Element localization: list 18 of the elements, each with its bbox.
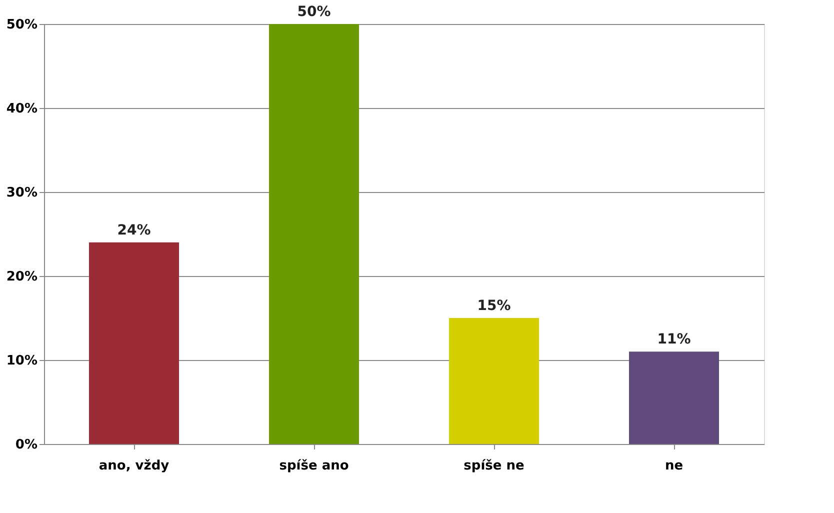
- bar: [449, 318, 539, 444]
- data-label: 24%: [117, 222, 151, 238]
- y-tick-label: 30%: [6, 186, 38, 200]
- data-label: 50%: [297, 4, 331, 20]
- x-tick-label: ne: [664, 458, 684, 474]
- y-tick-label: 50%: [6, 18, 38, 32]
- y-tick-label: 20%: [6, 270, 38, 284]
- bar: [269, 24, 359, 444]
- data-label: 11%: [657, 332, 691, 348]
- y-tick-label: 10%: [6, 354, 38, 368]
- y-tick-label: 40%: [6, 102, 38, 116]
- bar: [89, 242, 179, 444]
- x-tick-label: spíše ano: [279, 458, 349, 474]
- y-tick-label: 0%: [15, 438, 38, 452]
- bar: [629, 352, 719, 444]
- x-tick-label: ano, vždy: [98, 458, 170, 474]
- x-tick-label: spíše ne: [464, 458, 525, 474]
- data-label: 15%: [477, 298, 511, 314]
